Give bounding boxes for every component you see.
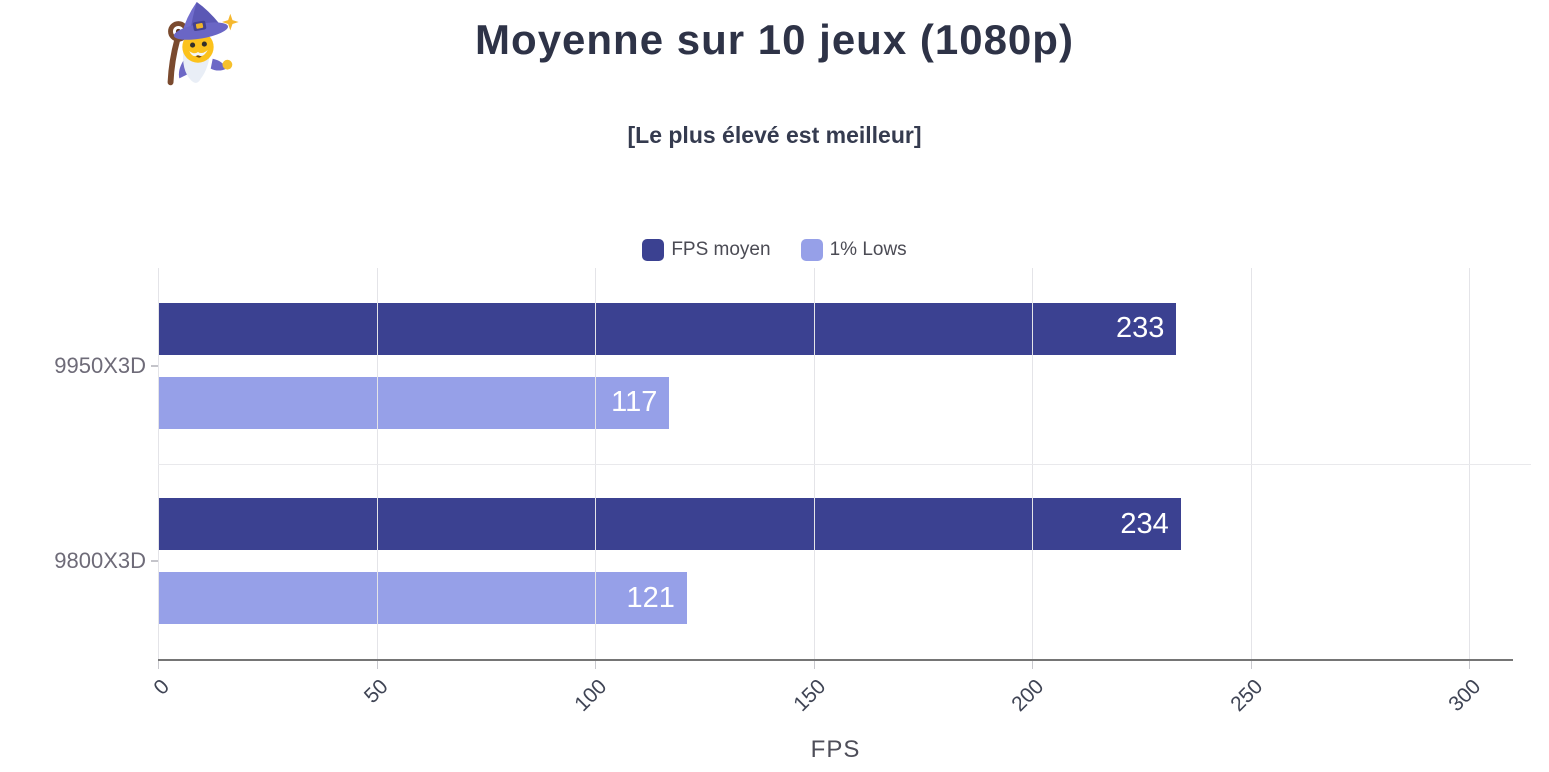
x-tick-mark-100: [595, 661, 597, 669]
x-tick-mark-50: [376, 661, 378, 669]
x-axis-ticks: 0 50 100 150 200 250 300: [150, 659, 1513, 729]
category-label: 9800X3D: [54, 548, 146, 574]
bar-value-label: 233: [1116, 312, 1165, 345]
bar-rows: 233 117 234 121: [158, 268, 1513, 659]
bar-9950x3d-fps-moyen: 233: [158, 302, 1177, 355]
x-tick-label-0: 0: [149, 675, 175, 700]
legend-item-1-lows[interactable]: 1% Lows: [800, 239, 907, 261]
x-tick-mark-200: [1032, 661, 1034, 669]
x-tick-label-150: 150: [788, 675, 830, 717]
y-tick-mark-icon: [151, 364, 158, 367]
bar-value-label: 121: [626, 581, 675, 614]
legend-label: 1% Lows: [829, 239, 907, 260]
x-tick-mark-0: [158, 661, 159, 669]
legend-swatch-1-lows-icon: [800, 239, 823, 261]
category-label: 9950X3D: [54, 352, 146, 378]
legend-swatch-fps-moyen-icon: [642, 239, 665, 261]
legend-item-fps-moyen[interactable]: FPS moyen: [642, 239, 771, 261]
wizard-mascot-icon: [146, 0, 248, 98]
x-tick-mark-150: [813, 661, 815, 669]
x-tick-mark-300: [1469, 661, 1471, 669]
y-tick-mark-icon: [151, 560, 158, 563]
y-tick-label-9950x3d: 9950X3D: [54, 353, 158, 379]
y-tick-label-9800x3d: 9800X3D: [54, 548, 158, 574]
gridline-y-separator: [158, 463, 1531, 465]
x-axis-label: FPS: [810, 736, 861, 763]
bar-9800x3d-1-lows: 121: [158, 572, 687, 625]
x-tick-mark-250: [1250, 661, 1252, 669]
legend: FPS moyen 1% Lows: [0, 239, 1549, 261]
bar-value-label: 234: [1120, 507, 1169, 540]
x-tick-label-50: 50: [360, 675, 393, 708]
chart-title: Moyenne sur 10 jeux (1080p): [475, 16, 1074, 63]
x-tick-label-200: 200: [1007, 675, 1049, 717]
x-tick-label-300: 300: [1444, 675, 1486, 717]
bar-value-label: 117: [611, 386, 658, 419]
plot-area: 233 117 234 121 0 50 100 150 200 250 300 9950X3D 9…: [54, 268, 1531, 716]
bar-9800x3d-fps-moyen: 234: [158, 498, 1181, 551]
bar-9950x3d-1-lows: 117: [158, 376, 670, 429]
chart-subtitle: [Le plus élevé est meilleur]: [627, 122, 922, 148]
legend-label: FPS moyen: [671, 239, 771, 260]
bar-group-9800x3d: 234 121: [158, 464, 1513, 660]
x-tick-label-100: 100: [570, 675, 612, 717]
bar-group-9950x3d: 233 117: [158, 268, 1513, 464]
x-tick-label-250: 250: [1225, 675, 1267, 717]
